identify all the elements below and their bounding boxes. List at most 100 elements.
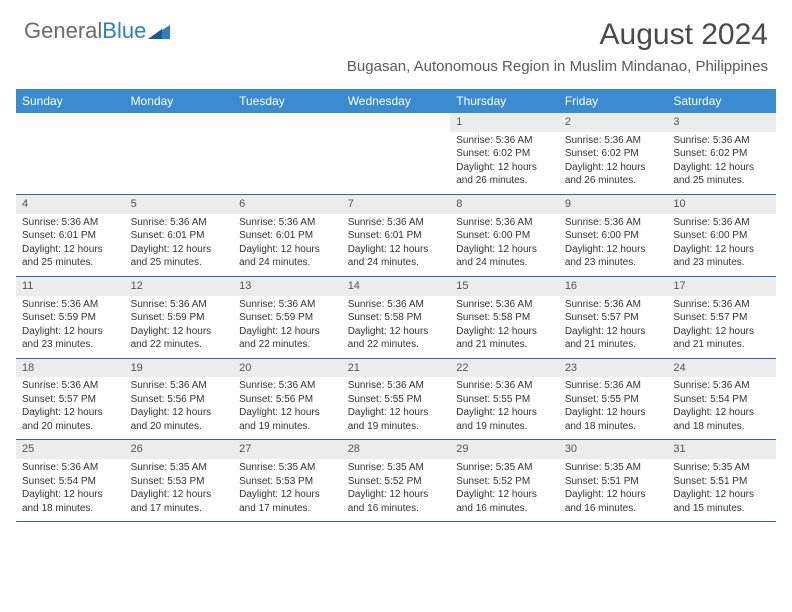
day-detail: Sunrise: 5:36 AMSunset: 6:01 PMDaylight:… [342, 214, 451, 277]
calendar-table: SundayMondayTuesdayWednesdayThursdayFrid… [16, 89, 776, 522]
logo-triangle-icon [148, 23, 170, 39]
weekday-header: Tuesday [233, 89, 342, 113]
day-detail [125, 132, 234, 195]
day-number [342, 113, 451, 132]
weekday-header-row: SundayMondayTuesdayWednesdayThursdayFrid… [16, 89, 776, 113]
sunrise-line: Sunrise: 5:36 AM [131, 298, 228, 312]
daylight-line: Daylight: 12 hours and 22 minutes. [348, 325, 445, 352]
day-number: 17 [667, 276, 776, 295]
daylight-line: Daylight: 12 hours and 15 minutes. [673, 488, 770, 515]
day-detail: Sunrise: 5:35 AMSunset: 5:52 PMDaylight:… [450, 459, 559, 522]
day-detail: Sunrise: 5:36 AMSunset: 5:55 PMDaylight:… [559, 377, 668, 440]
daylight-line: Daylight: 12 hours and 16 minutes. [565, 488, 662, 515]
daylight-line: Daylight: 12 hours and 21 minutes. [456, 325, 553, 352]
sunset-line: Sunset: 5:57 PM [22, 393, 119, 407]
sunset-line: Sunset: 5:54 PM [22, 475, 119, 489]
sunset-line: Sunset: 5:56 PM [239, 393, 336, 407]
day-number: 21 [342, 358, 451, 377]
sunset-line: Sunset: 6:00 PM [456, 229, 553, 243]
day-detail: Sunrise: 5:36 AMSunset: 5:55 PMDaylight:… [342, 377, 451, 440]
sunrise-line: Sunrise: 5:36 AM [22, 298, 119, 312]
daylight-line: Daylight: 12 hours and 24 minutes. [456, 243, 553, 270]
day-detail-row: Sunrise: 5:36 AM Sunset: 5:57 PM Daylight:… [16, 377, 776, 440]
calendar-body: 123Sunrise: 5:36 AMSunset: 6:02 PMDaylig… [16, 113, 776, 522]
day-number-row: 18192021222324 [16, 358, 776, 377]
day-number: 31 [667, 440, 776, 459]
day-detail: Sunrise: 5:36 AMSunset: 6:02 PMDaylight:… [559, 132, 668, 195]
sunrise-line: Sunrise: 5:36 AM [673, 134, 770, 148]
day-number: 8 [450, 194, 559, 213]
day-detail: Sunrise: 5:35 AMSunset: 5:53 PMDaylight:… [233, 459, 342, 522]
day-detail-row: Sunrise: 5:36 AMSunset: 5:59 PMDaylight:… [16, 296, 776, 359]
daylight-line: Daylight: 12 hours and 25 minutes. [22, 243, 119, 270]
sunrise-line: Sunrise: 5:35 AM [239, 461, 336, 475]
weekday-header: Monday [125, 89, 234, 113]
daylight-line: Daylight: 12 hours and 18 minutes. [565, 406, 662, 433]
sunset-line: Sunset: 6:00 PM [673, 229, 770, 243]
day-number: 11 [16, 276, 125, 295]
daylight-line: Daylight: 12 hours and 23 minutes. [22, 325, 119, 352]
day-number: 13 [233, 276, 342, 295]
sunrise-line: Sunrise: 5:36 AM [565, 216, 662, 230]
day-detail [233, 132, 342, 195]
day-number: 2 [559, 113, 668, 132]
daylight-line: Daylight: 12 hours and 23 minutes. [565, 243, 662, 270]
sunrise-line: Sunrise: 5:36 AM [22, 461, 119, 475]
title-block: August 2024 Bugasan, Autonomous Region i… [347, 18, 768, 75]
daylight-line: Daylight: 12 hours and 22 minutes. [239, 325, 336, 352]
sunrise-line: Sunrise: 5:36 AM [348, 379, 445, 393]
sunrise-line: Sunrise: 5:36 AM [239, 379, 336, 393]
daylight-line: Daylight: 12 hours and 16 minutes. [456, 488, 553, 515]
daylight-line: Daylight: 12 hours and 20 minutes. [131, 406, 228, 433]
day-number: 12 [125, 276, 234, 295]
day-detail: Sunrise: 5:36 AMSunset: 6:01 PMDaylight:… [125, 214, 234, 277]
sunrise-line: Sunrise: 5:36 AM [131, 379, 228, 393]
day-number: 28 [342, 440, 451, 459]
day-detail [16, 132, 125, 195]
day-number: 5 [125, 194, 234, 213]
sunrise-line: Sunrise: 5:36 AM [565, 298, 662, 312]
sunrise-line: Sunrise: 5:36 AM [673, 298, 770, 312]
day-number-row: 11121314151617 [16, 276, 776, 295]
daylight-line: Daylight: 12 hours and 19 minutes. [348, 406, 445, 433]
sunset-line: Sunset: 6:02 PM [456, 147, 553, 161]
day-number [125, 113, 234, 132]
sunset-line: Sunset: 5:53 PM [239, 475, 336, 489]
day-number: 22 [450, 358, 559, 377]
daylight-line: Daylight: 12 hours and 24 minutes. [239, 243, 336, 270]
daylight-line: Daylight: 12 hours and 21 minutes. [565, 325, 662, 352]
sunrise-line: Sunrise: 5:36 AM [239, 216, 336, 230]
sunrise-line: Sunrise: 5:35 AM [565, 461, 662, 475]
daylight-line: Daylight: 12 hours and 16 minutes. [348, 488, 445, 515]
weekday-header: Wednesday [342, 89, 451, 113]
sunset-line: Sunset: 5:58 PM [456, 311, 553, 325]
sunset-line: Sunset: 6:02 PM [673, 147, 770, 161]
day-detail: Sunrise: 5:36 AMSunset: 6:00 PMDaylight:… [450, 214, 559, 277]
sunset-line: Sunset: 5:58 PM [348, 311, 445, 325]
sunset-line: Sunset: 5:51 PM [673, 475, 770, 489]
weekday-header: Saturday [667, 89, 776, 113]
day-detail: Sunrise: 5:35 AMSunset: 5:51 PMDaylight:… [667, 459, 776, 522]
day-detail-row: Sunrise: 5:36 AMSunset: 6:01 PMDaylight:… [16, 214, 776, 277]
sunrise-line: Sunrise: 5:36 AM [131, 216, 228, 230]
day-detail: Sunrise: 5:36 AMSunset: 5:59 PMDaylight:… [125, 296, 234, 359]
day-number: 24 [667, 358, 776, 377]
day-detail: Sunrise: 5:36 AMSunset: 6:00 PMDaylight:… [559, 214, 668, 277]
day-detail: Sunrise: 5:36 AMSunset: 5:57 PMDaylight:… [16, 377, 125, 440]
day-detail: Sunrise: 5:36 AMSunset: 6:01 PMDaylight:… [16, 214, 125, 277]
day-number: 30 [559, 440, 668, 459]
daylight-line: Daylight: 12 hours and 19 minutes. [239, 406, 336, 433]
day-number: 9 [559, 194, 668, 213]
sunrise-line: Sunrise: 5:36 AM [239, 298, 336, 312]
daylight-line: Daylight: 12 hours and 22 minutes. [131, 325, 228, 352]
sunset-line: Sunset: 5:57 PM [565, 311, 662, 325]
sunrise-line: Sunrise: 5:36 AM [348, 216, 445, 230]
day-number: 6 [233, 194, 342, 213]
day-detail: Sunrise: 5:36 AMSunset: 6:01 PMDaylight:… [233, 214, 342, 277]
daylight-line: Daylight: 12 hours and 17 minutes. [131, 488, 228, 515]
sunset-line: Sunset: 5:55 PM [456, 393, 553, 407]
day-detail: Sunrise: 5:35 AMSunset: 5:51 PMDaylight:… [559, 459, 668, 522]
sunrise-line: Sunrise: 5:36 AM [673, 379, 770, 393]
sunrise-line: Sunrise: 5:35 AM [673, 461, 770, 475]
day-number: 14 [342, 276, 451, 295]
